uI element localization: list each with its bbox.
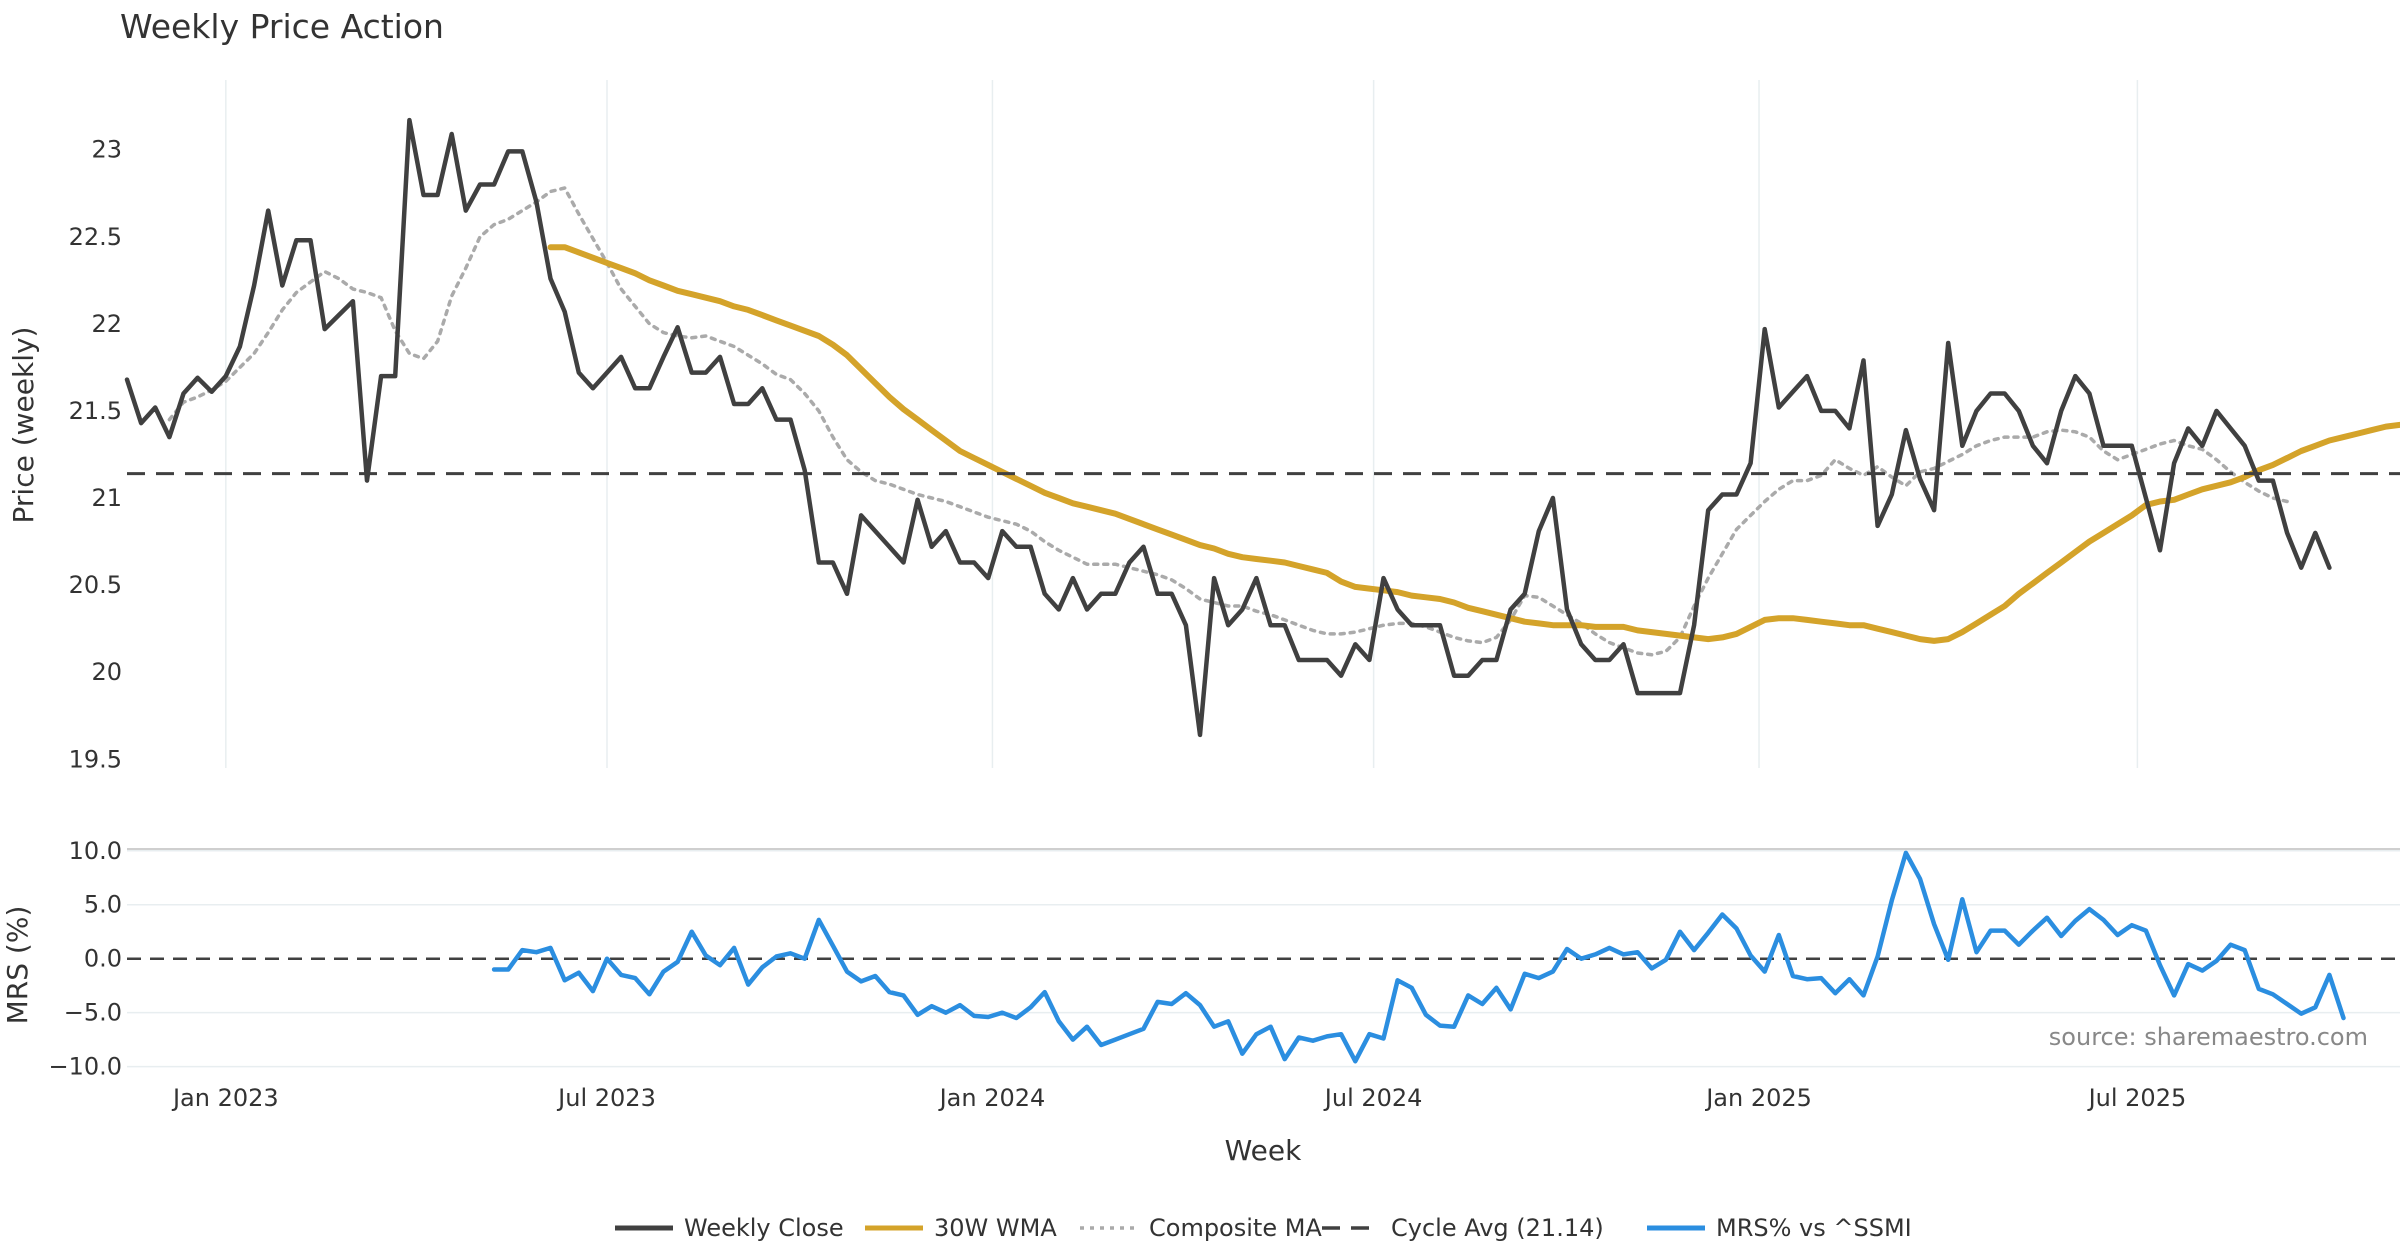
source-note: source: sharemaestro.com [2049, 1023, 2368, 1051]
x-tick-label: Jan 2025 [1704, 1084, 1812, 1112]
mrs-ytick-label: −10.0 [48, 1053, 122, 1081]
legend-label: Composite MA [1149, 1214, 1322, 1242]
price-ytick-label: 19.5 [69, 745, 122, 773]
x-ticks: Jan 2023 Jul 2023 Jan 2024 Jul 2024 Jan 2025… [171, 1084, 2186, 1112]
price-ytick-label: 21.5 [69, 397, 122, 425]
price-ytick-label: 22.5 [69, 223, 122, 251]
mrs-ytick-label: 5.0 [84, 891, 122, 919]
series-composite-ma-line [167, 186, 2289, 657]
x-tick-label: Jul 2023 [556, 1084, 656, 1112]
price-series [124, 117, 2400, 738]
chart-title: Weekly Price Action [120, 7, 444, 46]
series-mrs-line [491, 850, 2346, 1064]
price-y-ticks: 19.5 20 20.5 21 21.5 22 22.5 23 [69, 136, 122, 774]
legend: Weekly Close 30W WMA Composite MA Cycle Avg… [615, 1214, 1912, 1242]
price-ytick-label: 21 [91, 484, 122, 512]
legend-label: Weekly Close [684, 1214, 844, 1242]
mrs-ytick-label: −5.0 [64, 999, 122, 1027]
x-tick-label: Jul 2024 [1323, 1084, 1423, 1112]
mrs-ytick-label: 0.0 [84, 945, 122, 973]
series-30w-wma-line [547, 244, 2400, 644]
price-gridlines [225, 80, 2139, 768]
series-weekly-close-line [124, 117, 2332, 738]
mrs-series [127, 850, 2400, 1064]
price-ytick-label: 23 [91, 136, 122, 164]
price-ytick-label: 20.5 [69, 571, 122, 599]
price-ytick-label: 22 [91, 310, 122, 338]
price-y-axis-label: Price (weekly) [7, 327, 40, 524]
x-axis-label: Week [1225, 1134, 1302, 1167]
legend-label: MRS% vs ^SSMI [1716, 1214, 1912, 1242]
x-tick-label: Jan 2023 [171, 1084, 279, 1112]
mrs-gridlines [127, 848, 2400, 1068]
legend-label: 30W WMA [934, 1214, 1057, 1242]
x-tick-label: Jan 2024 [938, 1084, 1046, 1112]
mrs-ytick-label: 10.0 [69, 837, 122, 865]
x-tick-label: Jul 2025 [2087, 1084, 2187, 1112]
price-ytick-label: 20 [91, 658, 122, 686]
legend-label: Cycle Avg (21.14) [1391, 1214, 1604, 1242]
mrs-y-axis-label: MRS (%) [1, 906, 34, 1025]
mrs-y-ticks: 10.0 5.0 0.0 −5.0 −10.0 [48, 837, 122, 1081]
